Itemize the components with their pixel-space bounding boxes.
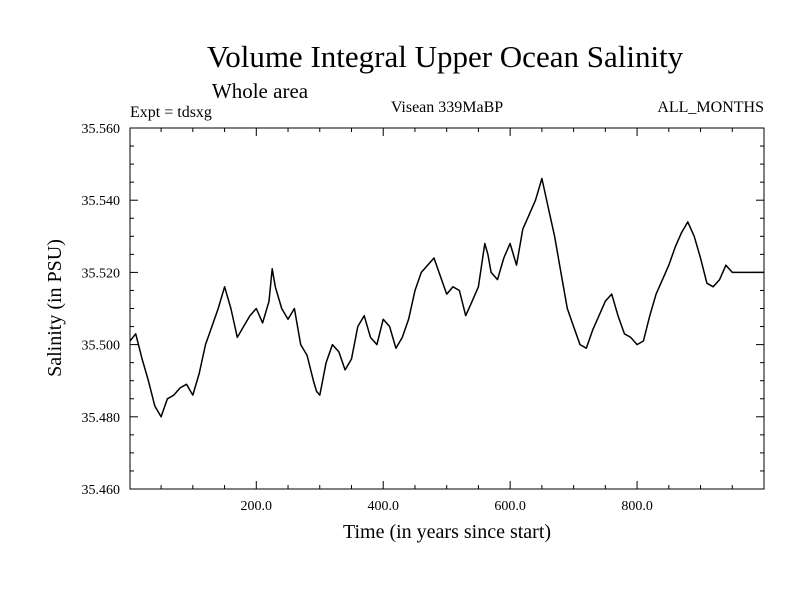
y-tick-label: 35.500 (82, 339, 121, 354)
x-tick-label: 800.0 (621, 499, 653, 514)
plot-frame (129, 127, 765, 490)
x-tick-label: 600.0 (494, 499, 526, 514)
period-label: Visean 339MaBP (391, 99, 503, 116)
y-tick-label: 35.540 (82, 194, 121, 209)
salinity-series-line (129, 177, 764, 418)
y-tick-label: 35.520 (82, 266, 121, 281)
y-axis: 35.460 35.480 35.500 35.520 35.540 35.560 (82, 122, 764, 498)
x-tick-label: 200.0 (241, 499, 273, 514)
x-axis-label: Time (in years since start) (343, 521, 551, 543)
y-tick-label: 35.460 (82, 483, 121, 498)
experiment-label: Expt = tdsxg (130, 104, 212, 121)
chart-title: Volume Integral Upper Ocean Salinity (207, 39, 684, 74)
y-axis-label: Salinity (in PSU) (44, 239, 66, 377)
chart-subtitle: Whole area (212, 79, 309, 103)
y-tick-label: 35.480 (82, 411, 121, 426)
y-tick-label: 35.560 (82, 122, 121, 137)
x-tick-label: 400.0 (367, 499, 399, 514)
months-label: ALL_MONTHS (657, 99, 764, 116)
x-axis: 200.0 400.0 600.0 800.0 (160, 128, 733, 514)
